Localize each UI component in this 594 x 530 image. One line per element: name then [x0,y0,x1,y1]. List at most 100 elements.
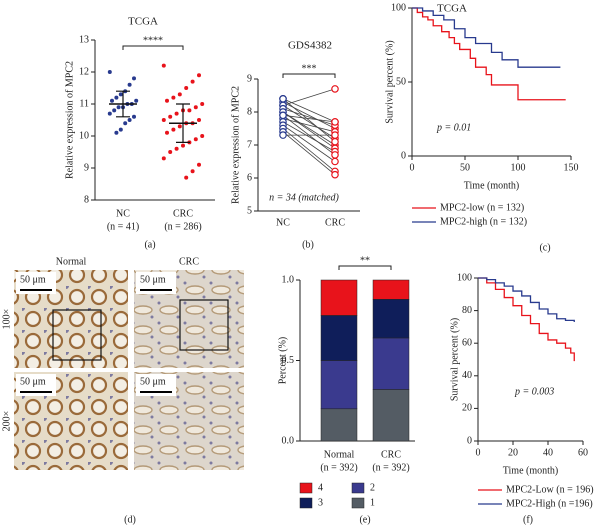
significance-bracket [338,265,392,270]
scale-label: 50 μm [20,274,46,285]
column-label: CRC [179,256,199,267]
panel-d: 50 μm 50 μm 50 μm 50 μm Normal CRC 100× … [1,256,244,470]
x-tick-label: 50 [460,162,470,173]
y-tick-label: 20 [462,403,472,414]
legend-swatch [351,482,365,494]
data-point [132,114,136,119]
y-tick-label: 13 [79,34,89,45]
x-tick-label: CRC [325,217,345,228]
y-axis-label: Relative expression of MPC2 [230,86,241,204]
chart-title: TCGA [437,3,467,15]
data-point [127,82,132,87]
annotation: p = 0.01 [436,122,471,133]
legend-swatch [299,497,313,509]
data-point [110,98,114,103]
x-tick-label: 0 [476,447,481,458]
pair-line [282,118,336,133]
bar-segment [320,315,358,361]
scale-box [136,272,176,294]
data-point [197,162,201,167]
column-label: Normal [56,256,87,267]
data-point [184,175,189,180]
data-point [174,111,179,116]
data-point [200,134,205,138]
y-tick-label: 0 [401,150,406,161]
data-point [187,108,192,113]
x-axis-label: Time (month) [464,180,519,191]
pair-line [282,105,336,139]
data-point [181,143,185,148]
x-tick-label: Normal [324,449,355,460]
data-point [118,127,123,132]
y-tick-label: 0 [467,435,472,446]
y-tick-label: 9 [247,73,252,84]
annotation: p = 0.003 [514,386,554,397]
data-point [197,73,201,78]
significance-bracket [122,45,184,50]
pair-line [282,98,336,143]
data-point [177,92,182,97]
data-point [190,79,195,84]
scale-label: 50 μm [140,376,166,387]
data-point [331,85,339,93]
x-tick-sublabel: (n = 41) [107,221,139,232]
y-tick-label: 60 [462,337,472,348]
x-tick-label: 60 [578,447,588,458]
y-axis-label: Relative expression of MPC2 [64,61,75,179]
chart-title: GDS4382 [288,40,332,52]
inset-box [52,309,102,361]
data-point [168,114,173,119]
row-label: 100× [1,309,12,330]
x-tick-label: 150 [564,162,579,173]
data-point [193,105,198,110]
x-tick-label: 20 [508,447,518,458]
pair-line [282,101,336,129]
significance-bracket [282,73,336,78]
y-tick-label: 8 [84,194,89,205]
survival-curve [412,7,561,68]
data-point [123,121,128,126]
x-tick-label: NC [276,217,290,228]
y-tick-label: 40 [462,370,472,381]
data-point [331,137,339,146]
x-tick-label: NC [116,208,130,219]
scale-box [16,272,56,294]
significance: **** [143,35,163,46]
data-point [114,95,119,100]
y-tick-label: 50 [396,76,406,87]
x-axis-label: Time (month) [503,465,558,476]
data-point [279,131,287,139]
data-point [107,111,112,116]
legend-label: 1 [370,497,375,508]
data-point [112,108,117,113]
data-point [279,95,287,103]
y-tick-label: 80 [462,305,472,316]
data-point [107,70,112,74]
y-axis-label: Survival percent (%) [384,40,395,123]
data-point [171,127,176,132]
bar-segment [372,389,410,442]
data-point [184,86,189,90]
y-tick-label: 8 [247,106,252,117]
panel-label: (b) [302,239,314,250]
data-point [200,102,205,106]
scale-label: 50 μm [20,376,46,387]
bar-segment [372,337,410,390]
data-point [193,137,198,142]
legend-label: 3 [318,497,323,508]
y-tick-label: 0.5 [282,355,295,366]
data-point [127,118,132,122]
inset-box [179,299,229,351]
pair-line [282,131,336,176]
survival-curve [478,277,575,323]
data-point [161,118,166,122]
survival-curve [412,7,566,101]
data-point [161,63,166,68]
pair-line [282,108,336,126]
data-point [171,95,176,100]
y-tick-label: 12 [79,66,89,77]
panel-label: (e) [359,514,370,525]
y-tick-label: 1.0 [282,274,295,285]
sd-bar [116,90,130,118]
